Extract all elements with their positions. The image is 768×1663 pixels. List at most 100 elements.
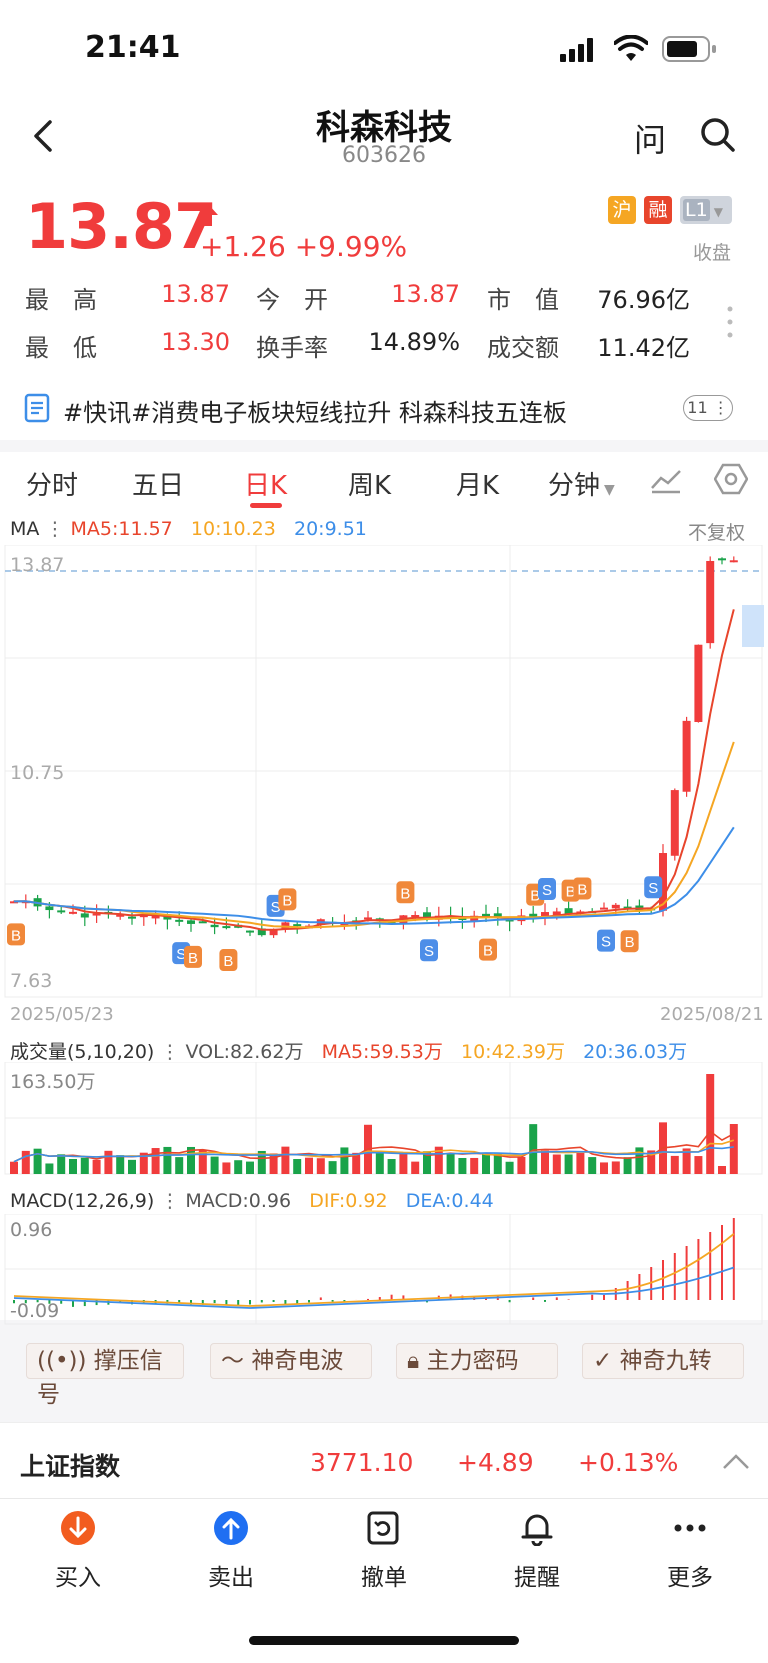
candle-body [564, 908, 573, 914]
kline-y-mid: 10.75 [10, 762, 65, 784]
stat-label-amount: 成交额 [487, 334, 559, 362]
tab-weekly-k[interactable]: 周K [348, 471, 392, 501]
volume-bar [706, 1074, 715, 1174]
wifi-icon [613, 34, 649, 67]
index-name: 上证指数 [20, 1452, 121, 1481]
tab-monthly-k[interactable]: 月K [456, 471, 500, 501]
volume-bar [69, 1158, 77, 1174]
macd-bar [213, 1300, 216, 1304]
candle-body [128, 916, 136, 919]
volume-bar [387, 1159, 396, 1174]
more-button[interactable]: 更多 [640, 1510, 740, 1592]
candle-body [92, 913, 101, 916]
volume-bar [57, 1154, 66, 1174]
svg-text:B: B [188, 950, 198, 967]
status-time: 21:41 [85, 30, 181, 65]
candle-body [69, 911, 77, 914]
svg-text:B: B [223, 953, 233, 970]
macd-bar [13, 1300, 15, 1304]
stat-value-mcap: 76.96亿 [597, 286, 690, 314]
search-icon[interactable] [700, 117, 736, 157]
ask-button[interactable]: 问 [634, 121, 667, 159]
signal-support-pressure-button[interactable]: ((•)) 撑压信号 [26, 1343, 184, 1408]
candle-body [210, 924, 219, 928]
candle-body [222, 926, 231, 929]
buy-marker: B [184, 945, 202, 968]
macd-bar [249, 1300, 251, 1305]
tag-level[interactable]: L1 ▼ [680, 196, 732, 224]
dea-line [13, 1266, 735, 1309]
candle-body [694, 644, 703, 722]
macd-chart[interactable] [0, 1214, 768, 1326]
volume-bar [234, 1160, 243, 1174]
signal-main-force-button[interactable]: 🔒︎ 主力密码 [396, 1343, 558, 1379]
volume-bar [670, 1155, 679, 1174]
volume-bar [576, 1153, 585, 1174]
chevron-up-icon[interactable] [722, 1453, 750, 1475]
alert-button[interactable]: 提醒 [487, 1510, 587, 1592]
volume-bar [517, 1156, 526, 1174]
ma-legend: MA ⋮ MA5:11.57 10:10.23 20:9.51 [10, 518, 367, 540]
macd-bar [603, 1295, 605, 1300]
adjust-mode[interactable]: 不复权 [688, 522, 746, 544]
volume-bar [269, 1153, 278, 1174]
news-bar[interactable] [0, 380, 768, 436]
volume-bar [564, 1154, 573, 1174]
macd-bar [225, 1300, 228, 1305]
back-icon[interactable] [30, 118, 54, 158]
kline-y-high: 13.87 [10, 554, 65, 576]
macd-bar [319, 1297, 322, 1300]
candle-body [529, 913, 538, 918]
volume-bar [21, 1150, 30, 1174]
market-status: 收盘 [693, 242, 732, 264]
svg-text:S: S [542, 882, 552, 899]
volume-bar [187, 1146, 195, 1174]
volume-bar [45, 1163, 54, 1174]
tab-minute[interactable]: 分钟 ▼ [548, 471, 615, 501]
signal-nine-turn-button[interactable]: ✓ 神奇九转 [582, 1343, 744, 1379]
macd-bar [72, 1300, 74, 1307]
buy-button[interactable]: 买入 [28, 1510, 128, 1592]
candle-body [293, 924, 302, 927]
macd-bar [508, 1300, 511, 1303]
more-icon [674, 1524, 706, 1532]
candle-body [387, 921, 396, 924]
indicator-settings-icon[interactable] [650, 466, 682, 498]
more-vertical-icon[interactable] [726, 305, 734, 343]
buy-marker: B [573, 877, 592, 900]
volume-bar [139, 1152, 148, 1174]
tab-daily-k[interactable]: 日K [244, 471, 288, 501]
tab-five-day[interactable]: 五日 [132, 471, 185, 501]
macd-bar [260, 1300, 263, 1303]
signal-wave-button[interactable]: 〜 神奇电波 [210, 1343, 372, 1379]
wave-icon: 〜 [221, 1348, 244, 1374]
volume-ma5-line [13, 1130, 735, 1163]
buy-icon [61, 1511, 95, 1545]
volume-bar [729, 1124, 738, 1174]
kline-chart[interactable]: BS B BS B BS BB S B BS BS [0, 545, 768, 1035]
stock-code: 603626 [342, 143, 426, 168]
volume-bar [529, 1124, 538, 1174]
date-start: 2025/05/23 [10, 1004, 114, 1025]
stat-label-open: 今 开 [256, 286, 328, 314]
macd-bar [48, 1300, 51, 1304]
tab-intraday[interactable]: 分时 [26, 471, 79, 501]
settings-hexagon-icon[interactable] [713, 463, 749, 499]
index-bar[interactable] [0, 1422, 768, 1498]
candle-body [623, 906, 632, 909]
volume-bar [482, 1153, 490, 1174]
candle-body [706, 560, 715, 644]
candle-body [411, 915, 420, 918]
macd-bar [567, 1299, 570, 1300]
volume-bar [647, 1150, 656, 1174]
candle-body [175, 919, 184, 922]
stat-value-low: 13.30 [161, 328, 230, 356]
volume-bar [257, 1150, 266, 1174]
volume-chart[interactable] [0, 1062, 768, 1176]
volume-bar [446, 1153, 455, 1174]
macd-bar [555, 1297, 558, 1300]
news-count-badge[interactable]: 11 ⋮ [683, 395, 733, 421]
sell-button[interactable]: 卖出 [181, 1510, 281, 1592]
cancel-order-button[interactable]: 撤单 [334, 1510, 434, 1592]
news-headline[interactable]: #快讯#消费电子板块短线拉升 科森科技五连板 [63, 399, 567, 427]
